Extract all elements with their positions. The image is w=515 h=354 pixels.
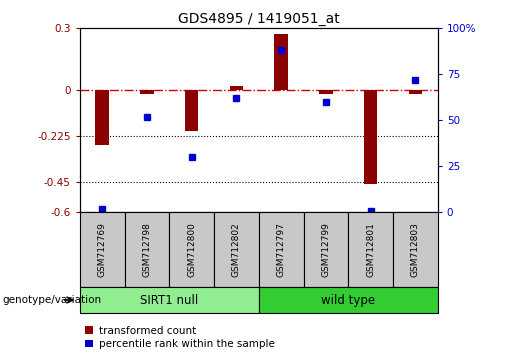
Text: GSM712803: GSM712803 (411, 222, 420, 277)
Bar (348, 212, 393, 287)
Text: GSM712769: GSM712769 (98, 222, 107, 277)
Bar (169, 212, 214, 287)
Bar (95, 90, 109, 145)
Bar (409, 90, 422, 94)
Text: GSM712800: GSM712800 (187, 222, 196, 277)
Text: SIRT1 null: SIRT1 null (140, 293, 198, 307)
Text: GSM712798: GSM712798 (143, 222, 151, 277)
Text: GSM712797: GSM712797 (277, 222, 286, 277)
Bar (185, 90, 198, 131)
Bar (80, 287, 259, 313)
Bar (259, 287, 438, 313)
Bar (230, 86, 243, 90)
Text: GSM712802: GSM712802 (232, 222, 241, 277)
Title: GDS4895 / 1419051_at: GDS4895 / 1419051_at (178, 12, 340, 26)
Text: GSM712799: GSM712799 (321, 222, 331, 277)
Bar (80, 212, 125, 287)
Text: GSM712801: GSM712801 (366, 222, 375, 277)
Legend: transformed count, percentile rank within the sample: transformed count, percentile rank withi… (85, 326, 274, 349)
Bar (125, 212, 169, 287)
Bar (364, 90, 377, 184)
Text: wild type: wild type (321, 293, 375, 307)
Bar (303, 212, 348, 287)
Bar (259, 212, 303, 287)
Bar (214, 212, 259, 287)
Bar (274, 34, 288, 90)
Bar (393, 212, 438, 287)
Bar (140, 90, 153, 94)
Text: genotype/variation: genotype/variation (3, 295, 101, 305)
Bar (319, 90, 333, 94)
